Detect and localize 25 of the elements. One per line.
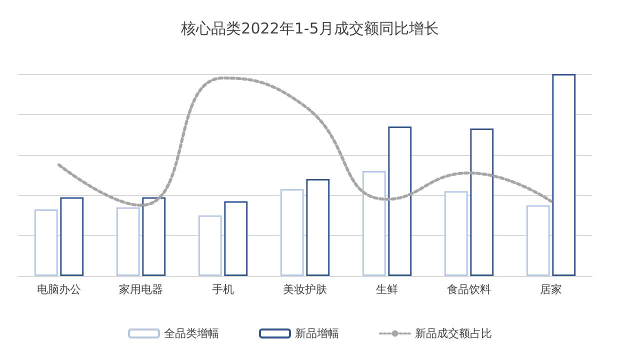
x-tick-label: 美妆护肤 <box>283 283 327 296</box>
x-tick-label: 电脑办公 <box>37 283 81 296</box>
x-tick-label: 手机 <box>212 283 234 296</box>
bar <box>306 179 330 276</box>
bar <box>116 207 140 276</box>
x-tick-label: 生鲜 <box>376 283 398 296</box>
bar <box>34 209 58 276</box>
bar <box>362 170 386 276</box>
bar <box>280 189 304 276</box>
bar <box>198 215 222 276</box>
bar <box>224 201 248 276</box>
bar <box>388 126 412 276</box>
x-tick-label: 家用电器 <box>119 283 163 296</box>
bar <box>444 191 468 276</box>
bar <box>552 74 576 276</box>
x-tick-label: 居家 <box>540 283 562 296</box>
legend-label: 全品类增幅 <box>164 327 219 340</box>
x-tick-label: 食品饮料 <box>447 283 491 296</box>
legend-label: 新品增幅 <box>295 327 339 340</box>
bar <box>526 205 550 276</box>
bar <box>142 197 166 276</box>
legend-label: 新品成交额占比 <box>415 327 492 340</box>
chart-title: 核心品类2022年1-5月成交额同比增长 <box>180 20 439 38</box>
bar <box>470 128 494 276</box>
bar <box>60 197 84 276</box>
